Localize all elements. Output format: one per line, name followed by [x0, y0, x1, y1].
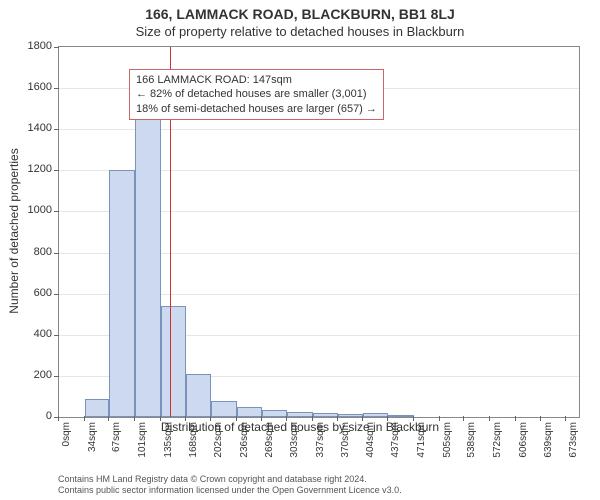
histogram-bar: [338, 414, 364, 417]
y-tick-label: 600: [12, 287, 52, 299]
attribution-text: Contains HM Land Registry data © Crown c…: [58, 474, 402, 496]
histogram-bar: [211, 401, 237, 417]
annotation-line: ← 82% of detached houses are smaller (3,…: [136, 87, 377, 101]
y-tick-mark: [54, 294, 59, 295]
histogram-bar: [363, 413, 388, 417]
attribution-line1: Contains HM Land Registry data © Crown c…: [58, 474, 402, 485]
page-subtitle: Size of property relative to detached ho…: [0, 22, 600, 39]
y-tick-label: 200: [12, 369, 52, 381]
histogram-bar: [135, 117, 161, 417]
histogram-bar: [186, 374, 212, 417]
histogram-chart: 166 LAMMACK ROAD: 147sqm← 82% of detache…: [58, 46, 578, 416]
y-tick-mark: [54, 376, 59, 377]
histogram-bar: [161, 306, 186, 417]
y-tick-mark: [54, 129, 59, 130]
y-tick-mark: [54, 47, 59, 48]
annotation-box: 166 LAMMACK ROAD: 147sqm← 82% of detache…: [129, 69, 384, 120]
y-tick-label: 1400: [12, 122, 52, 134]
y-tick-label: 1800: [12, 40, 52, 52]
y-tick-mark: [54, 170, 59, 171]
y-tick-label: 1600: [12, 81, 52, 93]
page-title: 166, LAMMACK ROAD, BLACKBURN, BB1 8LJ: [0, 0, 600, 22]
histogram-bar: [85, 399, 110, 418]
y-tick-label: 400: [12, 328, 52, 340]
y-tick-mark: [54, 335, 59, 336]
histogram-bar: [287, 412, 313, 417]
plot-area: 166 LAMMACK ROAD: 147sqm← 82% of detache…: [58, 46, 580, 418]
y-tick-mark: [54, 211, 59, 212]
annotation-line: 166 LAMMACK ROAD: 147sqm: [136, 73, 377, 87]
histogram-bar: [237, 407, 262, 417]
y-tick-label: 1000: [12, 204, 52, 216]
histogram-bar: [388, 415, 414, 417]
x-axis-label: Distribution of detached houses by size …: [0, 420, 600, 434]
y-tick-mark: [54, 253, 59, 254]
histogram-bar: [262, 410, 288, 417]
y-tick-label: 1200: [12, 163, 52, 175]
y-tick-label: 800: [12, 246, 52, 258]
histogram-bar: [109, 170, 135, 417]
y-tick-mark: [54, 88, 59, 89]
attribution-line2: Contains public sector information licen…: [58, 485, 402, 496]
histogram-bar: [313, 413, 338, 417]
annotation-line: 18% of semi-detached houses are larger (…: [136, 102, 377, 116]
